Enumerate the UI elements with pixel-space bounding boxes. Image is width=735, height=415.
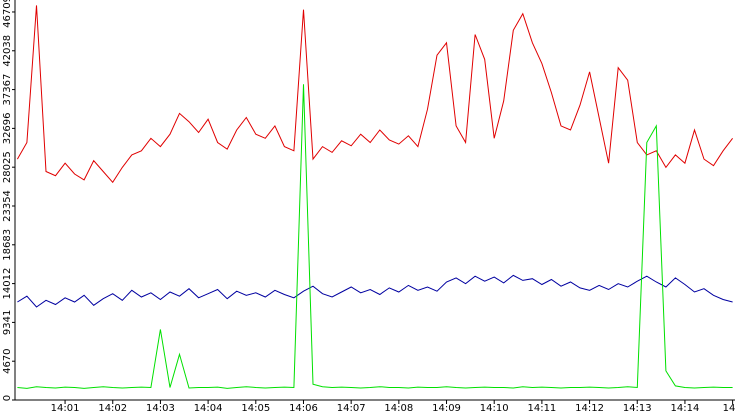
y-tick-label: 28025 [2, 151, 13, 183]
y-tick-label: 9341 [2, 310, 13, 335]
x-tick-label: 14 [723, 403, 735, 414]
x-tick-label: 14:08 [384, 403, 413, 414]
series-line [16, 5, 733, 184]
y-tick-label: 4670 [2, 348, 13, 373]
x-tick-label: 14:04 [194, 403, 223, 414]
x-tick-label: 14:07 [337, 403, 366, 414]
x-tick-label: 14:06 [289, 403, 318, 414]
y-tick-label: 0 [2, 395, 13, 401]
x-tick-label: 14:01 [51, 403, 80, 414]
y-tick-label: 37367 [2, 74, 13, 106]
series-line [17, 84, 733, 389]
x-tick-label: 14:03 [146, 403, 175, 414]
x-tick-label: 14:05 [241, 403, 270, 414]
y-tick-label: 46709 [2, 0, 13, 28]
series-line [17, 274, 733, 308]
x-tick-label: 14:11 [527, 403, 556, 414]
x-tick-label: 14:12 [575, 403, 604, 414]
x-tick-label: 14:13 [623, 403, 652, 414]
x-tick-label: 14:14 [671, 403, 700, 414]
y-tick-label: 32696 [2, 112, 13, 144]
y-tick-label: 18683 [2, 229, 13, 261]
y-tick-label: 23354 [2, 190, 13, 222]
y-tick-label: 14012 [2, 268, 13, 300]
x-tick-label: 14:09 [432, 403, 461, 414]
y-tick-label: 42038 [2, 35, 13, 67]
x-tick-label: 14:02 [98, 403, 127, 414]
x-tick-label: 14:10 [480, 403, 509, 414]
